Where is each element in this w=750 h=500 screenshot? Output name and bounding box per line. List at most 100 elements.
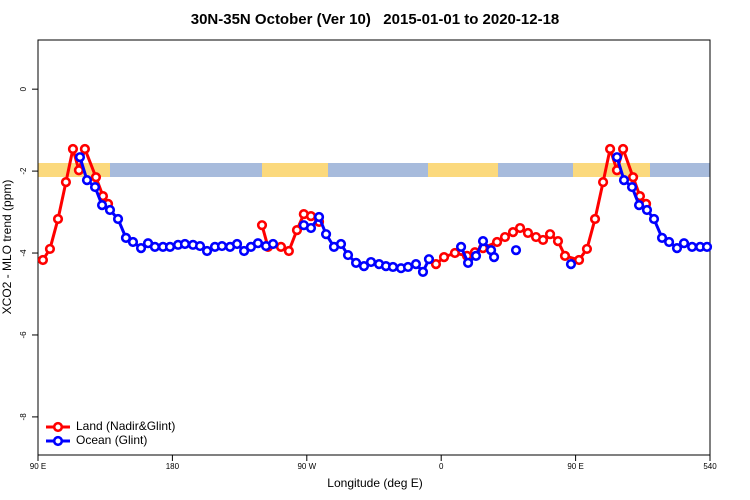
data-point [589,213,601,225]
data-point [164,241,176,252]
data-point [320,229,332,240]
data-point [470,250,482,261]
data-point [90,172,102,183]
data-point [387,261,399,273]
y-tick-label: -4 [19,249,28,257]
data-point [149,241,161,252]
legend-box [40,417,182,453]
data-point [410,258,422,270]
data-point [350,257,362,268]
data-point [573,254,585,266]
data-point [701,241,713,252]
y-tick-label: -2 [19,167,28,175]
x-axis-label: Longitude (deg E) [327,476,422,490]
data-point [89,181,101,193]
data-point [430,258,442,270]
data-point [96,199,108,211]
data-point [423,254,435,265]
data-point [365,256,377,268]
data-point [491,236,503,248]
data-point [537,234,549,246]
x-tick-label: 0 [439,462,444,471]
data-point [641,204,653,216]
data-point [342,249,354,261]
x-tick-label: 90 E [30,462,46,471]
data-point [581,243,593,255]
data-point [252,238,264,249]
data-point [60,177,72,188]
data-point [417,266,429,277]
data-point [438,252,450,263]
data-point [617,143,629,155]
data-point [267,238,279,250]
data-point [104,204,116,216]
data-point [73,165,85,176]
data-point [291,224,303,236]
data-point [671,243,683,254]
x-tick-label: 90 E [567,462,583,471]
data-point [455,241,467,252]
data-point [514,222,526,234]
data-point [499,231,511,243]
data-point [335,238,347,250]
data-point [477,236,489,247]
legend-label: Ocean (Glint) [76,433,147,447]
data-point [633,199,645,211]
data-point [565,258,577,270]
data-point [507,227,519,238]
data-point [67,143,79,155]
y-axis-label: XCO2 - MLO trend (ppm) [0,180,14,315]
x-tick-label: 90 W [297,462,316,471]
land-ocean-strip [38,163,710,177]
data-point [44,243,56,255]
data-point [74,152,86,163]
data-point [194,240,206,252]
data-point [663,236,675,248]
data-point [462,257,474,268]
data-point [552,236,564,247]
y-tick-label: 0 [19,86,28,91]
data-point [627,172,639,183]
chart-title: 30N-35N October (Ver 10) 2015-01-01 to 2… [191,11,560,28]
data-point [656,232,668,243]
data-point [313,211,325,223]
data-point [52,213,64,225]
data-point [358,261,370,272]
data-point [238,245,250,257]
data-point [283,245,294,257]
data-point [449,247,461,259]
data-point [37,254,49,266]
data-point [179,238,191,250]
data-point [127,236,139,248]
data-point [112,213,124,225]
data-point [544,229,556,240]
data-point [488,252,500,263]
data-point [686,241,698,252]
y-tick-label: -8 [19,413,28,421]
legend-marker [52,435,64,447]
data-point [216,240,228,252]
x-tick-label: 180 [166,462,180,471]
data-point [626,181,638,193]
data-point [402,261,414,273]
data-point [256,220,268,231]
legend-marker [52,421,64,433]
legend-label: Land (Nadir&Glint) [76,419,175,433]
data-point [611,152,623,163]
data-point [510,245,522,256]
data-point [604,143,616,155]
data-point [648,213,660,225]
data-point [275,241,287,252]
data-point [559,250,571,261]
x-tick-label: 540 [703,462,717,471]
data-point [135,243,147,254]
y-tick-label: -6 [19,331,28,339]
data-point [522,227,534,239]
data-point [305,222,317,234]
data-point [81,175,93,186]
data-point [231,238,243,250]
data-point [120,232,132,243]
data-point [79,143,90,155]
data-point [201,245,213,257]
